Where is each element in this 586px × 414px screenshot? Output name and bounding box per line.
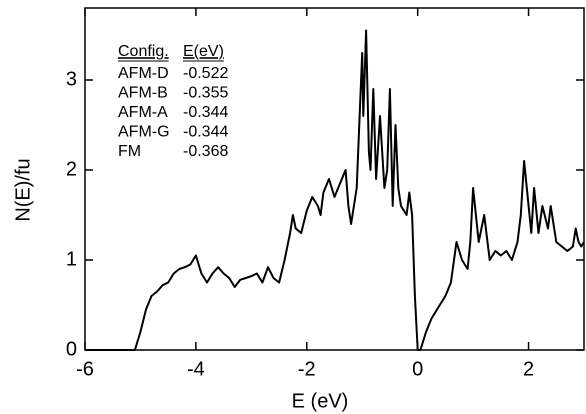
table-cell: AFM-D <box>118 65 169 82</box>
y-axis-label: N(E)/fu <box>12 158 34 221</box>
x-axis-label: E (eV) <box>292 390 349 412</box>
y-tick-label: 2 <box>66 158 77 180</box>
table-cell: FM <box>118 143 141 160</box>
table-cell: AFM-B <box>118 85 168 102</box>
table-cell: -0.522 <box>183 65 228 82</box>
table-cell: -0.355 <box>183 85 228 102</box>
table-cell: -0.368 <box>183 143 228 160</box>
table-header: E(eV) <box>183 43 224 60</box>
x-tick-label: 2 <box>523 358 534 380</box>
dos-line <box>85 29 585 351</box>
y-tick-label: 1 <box>66 248 77 270</box>
x-tick-label: 0 <box>412 358 423 380</box>
x-tick-label: -6 <box>76 358 94 380</box>
table-cell: AFM-G <box>118 124 170 141</box>
table-cell: -0.344 <box>183 124 228 141</box>
y-tick-label: 0 <box>66 338 77 360</box>
table-cell: AFM-A <box>118 104 168 121</box>
table-cell: -0.344 <box>183 104 228 121</box>
x-tick-label: -4 <box>187 358 205 380</box>
y-tick-label: 3 <box>66 68 77 90</box>
x-tick-label: -2 <box>298 358 316 380</box>
plot-frame <box>84 7 585 351</box>
table-header: Config. <box>118 43 169 60</box>
